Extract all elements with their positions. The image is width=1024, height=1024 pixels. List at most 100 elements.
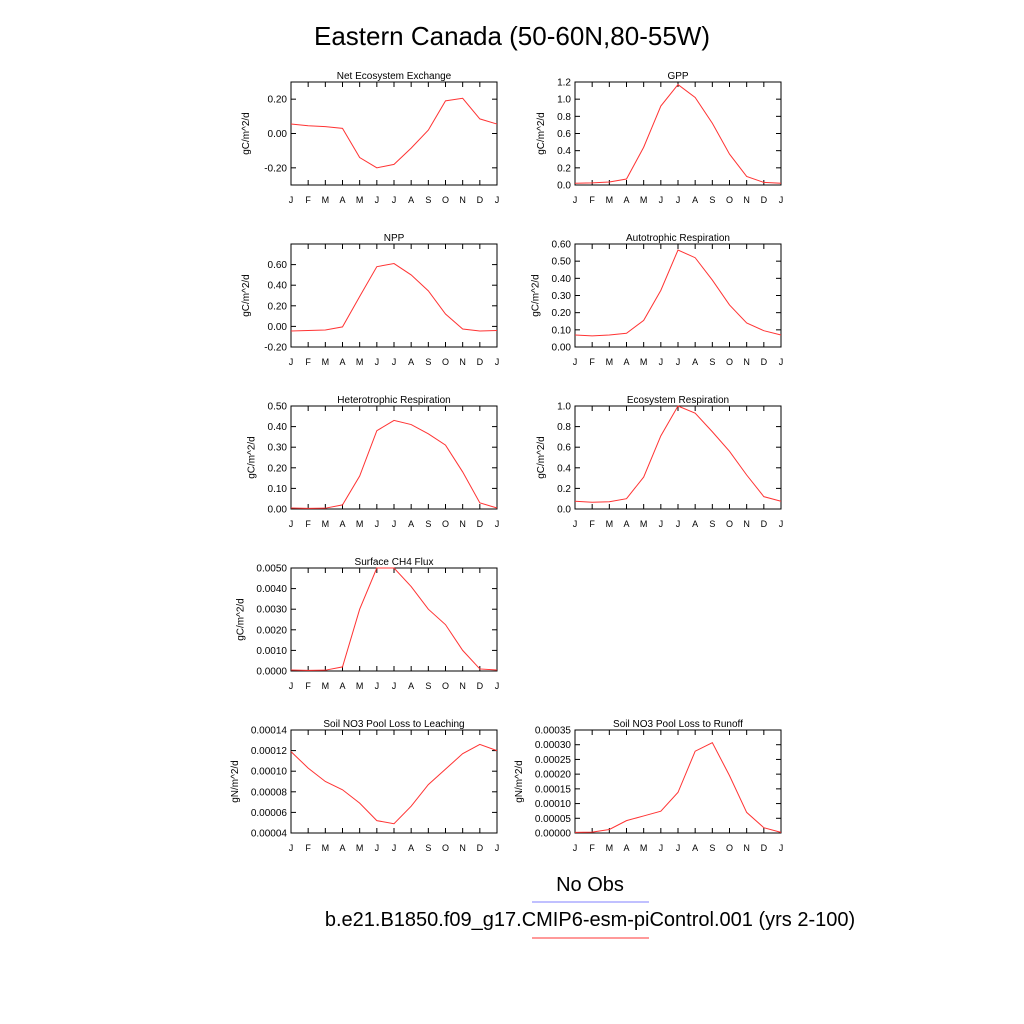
x-tick-label: N	[459, 843, 466, 853]
x-tick-label: J	[779, 357, 784, 367]
x-tick-label: F	[305, 357, 311, 367]
y-tick-label: -0.20	[264, 163, 287, 174]
x-tick-label: O	[442, 357, 449, 367]
x-tick-label: F	[305, 681, 311, 691]
plot-frame	[290, 567, 498, 672]
x-tick-label: A	[339, 357, 345, 367]
x-tick-label: D	[477, 519, 484, 529]
y-tick-label: 0.00000	[535, 829, 572, 840]
y-tick-label: 0.4	[557, 146, 571, 157]
x-tick-label: S	[709, 195, 715, 205]
y-tick-label: 0.20	[268, 95, 288, 106]
x-tick-label: O	[726, 357, 733, 367]
y-tick-label: 0.20	[552, 308, 572, 319]
y-tick-label: 0.60	[268, 260, 288, 271]
plot-frame	[574, 405, 782, 510]
x-tick-label: S	[709, 519, 715, 529]
x-tick-label: S	[709, 357, 715, 367]
y-tick-label: 0.00012	[251, 746, 288, 757]
x-tick-label: J	[289, 519, 294, 529]
x-tick-label: A	[408, 843, 414, 853]
x-tick-label: M	[640, 843, 648, 853]
main-title: Eastern Canada (50-60N,80-55W)	[314, 21, 710, 51]
x-tick-label: M	[606, 195, 614, 205]
y-tick-label: 0.0	[557, 505, 571, 516]
series-line	[290, 419, 498, 509]
x-tick-label: O	[442, 195, 449, 205]
y-axis-label: gN/m^2/d	[514, 760, 525, 803]
panel-title: NPP	[384, 233, 405, 244]
x-tick-label: O	[726, 195, 733, 205]
y-tick-label: 0.00	[268, 129, 288, 140]
plot-frame	[290, 243, 498, 348]
y-tick-label: 0.20	[268, 463, 288, 474]
y-tick-label: 1.0	[557, 95, 571, 106]
y-tick-label: 0.00004	[251, 829, 288, 840]
y-tick-label: 1.0	[557, 402, 571, 413]
x-tick-label: J	[392, 519, 397, 529]
x-tick-label: J	[495, 519, 500, 529]
x-tick-label: J	[659, 195, 664, 205]
y-axis-label: gC/m^2/d	[241, 274, 252, 317]
y-tick-label: 0.00025	[535, 755, 572, 766]
x-tick-label: J	[495, 195, 500, 205]
x-tick-label: J	[392, 843, 397, 853]
x-tick-label: A	[408, 195, 414, 205]
y-tick-label: 0.10	[268, 484, 288, 495]
x-tick-label: J	[289, 357, 294, 367]
series-line	[290, 567, 498, 671]
x-tick-label: A	[339, 681, 345, 691]
x-tick-label: J	[779, 195, 784, 205]
y-axis-label: gC/m^2/d	[536, 436, 547, 479]
y-tick-label: 0.00006	[251, 808, 288, 819]
x-tick-label: F	[305, 195, 311, 205]
x-tick-label: J	[375, 357, 380, 367]
x-tick-label: O	[442, 681, 449, 691]
x-tick-label: J	[375, 843, 380, 853]
y-tick-label: 0.40	[268, 281, 288, 292]
plot-frame	[574, 81, 782, 186]
x-tick-label: J	[495, 681, 500, 691]
x-tick-label: A	[623, 357, 629, 367]
x-tick-label: J	[375, 519, 380, 529]
y-tick-label: 0.00014	[251, 726, 288, 737]
y-tick-label: 0.00008	[251, 787, 288, 798]
y-tick-label: 0.00010	[251, 767, 288, 778]
x-tick-label: M	[356, 195, 364, 205]
x-tick-label: D	[477, 357, 484, 367]
x-tick-label: J	[289, 843, 294, 853]
series-line	[290, 97, 498, 169]
y-axis-label: gC/m^2/d	[235, 598, 246, 641]
x-tick-label: A	[339, 843, 345, 853]
y-tick-label: 0.00	[552, 343, 572, 354]
y-tick-label: 0.30	[268, 443, 288, 454]
x-tick-label: J	[495, 843, 500, 853]
x-tick-label: M	[606, 843, 614, 853]
x-tick-label: J	[573, 195, 578, 205]
y-tick-label: -0.20	[264, 343, 287, 354]
panel-title: Ecosystem Respiration	[627, 395, 729, 406]
x-tick-label: F	[589, 357, 595, 367]
panel-title: Soil NO3 Pool Loss to Runoff	[613, 719, 743, 730]
x-tick-label: A	[692, 519, 698, 529]
y-tick-label: 0.0010	[256, 646, 287, 657]
x-tick-label: A	[339, 519, 345, 529]
x-tick-label: F	[305, 843, 311, 853]
y-tick-label: 0.30	[552, 291, 572, 302]
y-tick-label: 0.00030	[535, 740, 572, 751]
x-tick-label: A	[408, 519, 414, 529]
x-tick-label: M	[322, 357, 330, 367]
panel-title: Net Ecosystem Exchange	[337, 71, 452, 82]
x-tick-label: N	[459, 195, 466, 205]
plot-frame	[574, 243, 782, 348]
x-tick-label: J	[573, 843, 578, 853]
x-tick-label: M	[356, 519, 364, 529]
x-tick-label: A	[692, 357, 698, 367]
y-tick-label: 0.50	[552, 257, 572, 268]
y-tick-label: 0.0040	[256, 584, 287, 595]
x-tick-label: J	[289, 681, 294, 691]
